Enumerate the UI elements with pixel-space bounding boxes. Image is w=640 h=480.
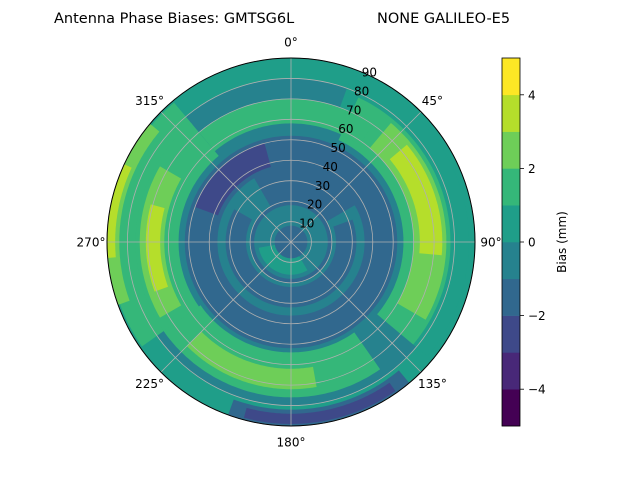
radial-label-80: 80: [354, 84, 369, 98]
contour-region-5: [107, 164, 132, 258]
contour-region-16: [243, 382, 396, 424]
colorbar-segment-8: [502, 94, 520, 132]
colorbar-segment-7: [502, 131, 520, 169]
azimuth-tick-labels: 0° 45° 90° 135° 180° 225° 270° 315°: [77, 36, 502, 450]
contour-region-7: [369, 123, 447, 320]
contour-region-11: [145, 204, 168, 292]
grid-spoke-135: [290, 241, 422, 373]
azimuth-label-0: 0°: [284, 36, 298, 50]
contour-region-12: [163, 305, 381, 398]
azimuth-label-315: 315°: [135, 94, 164, 108]
colorbar-label: Bias (mm): [555, 211, 569, 273]
radial-label-20: 20: [307, 198, 322, 212]
radial-label-60: 60: [338, 122, 353, 136]
colorbar-segment-6: [502, 168, 520, 206]
azimuth-label-135: 135°: [418, 377, 447, 391]
radial-label-10: 10: [299, 217, 314, 231]
azimuth-label-225: 225°: [135, 377, 164, 391]
contour-region-15: [228, 370, 410, 426]
radial-label-40: 40: [323, 160, 338, 174]
colorbar-segment-4: [502, 242, 520, 280]
contour-region-20: [225, 209, 357, 308]
contour-region-14: [199, 98, 374, 152]
grid-spoke-45: [290, 111, 422, 243]
contour-region-4: [107, 123, 160, 305]
azimuth-label-45: 45°: [422, 94, 443, 108]
chart-title: Antenna Phase Biases: GMTSG6L: [54, 11, 294, 27]
azimuth-label-180: 180°: [277, 436, 306, 450]
contour-region-22: [258, 244, 308, 275]
grid-spoke-225: [160, 241, 292, 373]
colorbar-tick-label-1: −2: [528, 309, 546, 323]
radial-label-30: 30: [315, 179, 330, 193]
radial-label-50: 50: [330, 141, 345, 155]
colorbar-segment-0: [502, 389, 520, 427]
colorbar-tick-label-3: 2: [528, 162, 536, 176]
colorbar-segment-3: [502, 278, 520, 316]
colorbar-segment-5: [502, 205, 520, 243]
colorbar: −4 −2 0 2 4: [501, 57, 546, 427]
colorbar-segment-9: [502, 58, 520, 96]
chart-subtitle: NONE GALILEO-E5: [377, 11, 510, 27]
polar-grid: [106, 57, 476, 427]
radial-label-90: 90: [362, 66, 377, 80]
colorbar-tick-label-4: 4: [528, 88, 536, 102]
contour-region-8: [389, 144, 443, 256]
radial-tick-labels: 10 20 30 40 50 60 70 80 90: [299, 66, 377, 231]
colorbar-segment-2: [502, 315, 520, 353]
grid-spoke-315: [160, 111, 292, 243]
colorbar-tick-label-2: 0: [528, 236, 536, 250]
contour-region-18: [194, 143, 271, 216]
colorbar-segment-1: [502, 352, 520, 390]
colorbar-tick-label-0: −4: [528, 383, 546, 397]
azimuth-label-270: 270°: [77, 236, 106, 250]
polar-frame: [106, 57, 476, 427]
radial-label-70: 70: [346, 103, 361, 117]
contour-region-13: [186, 331, 317, 390]
azimuth-label-90: 90°: [480, 236, 501, 250]
